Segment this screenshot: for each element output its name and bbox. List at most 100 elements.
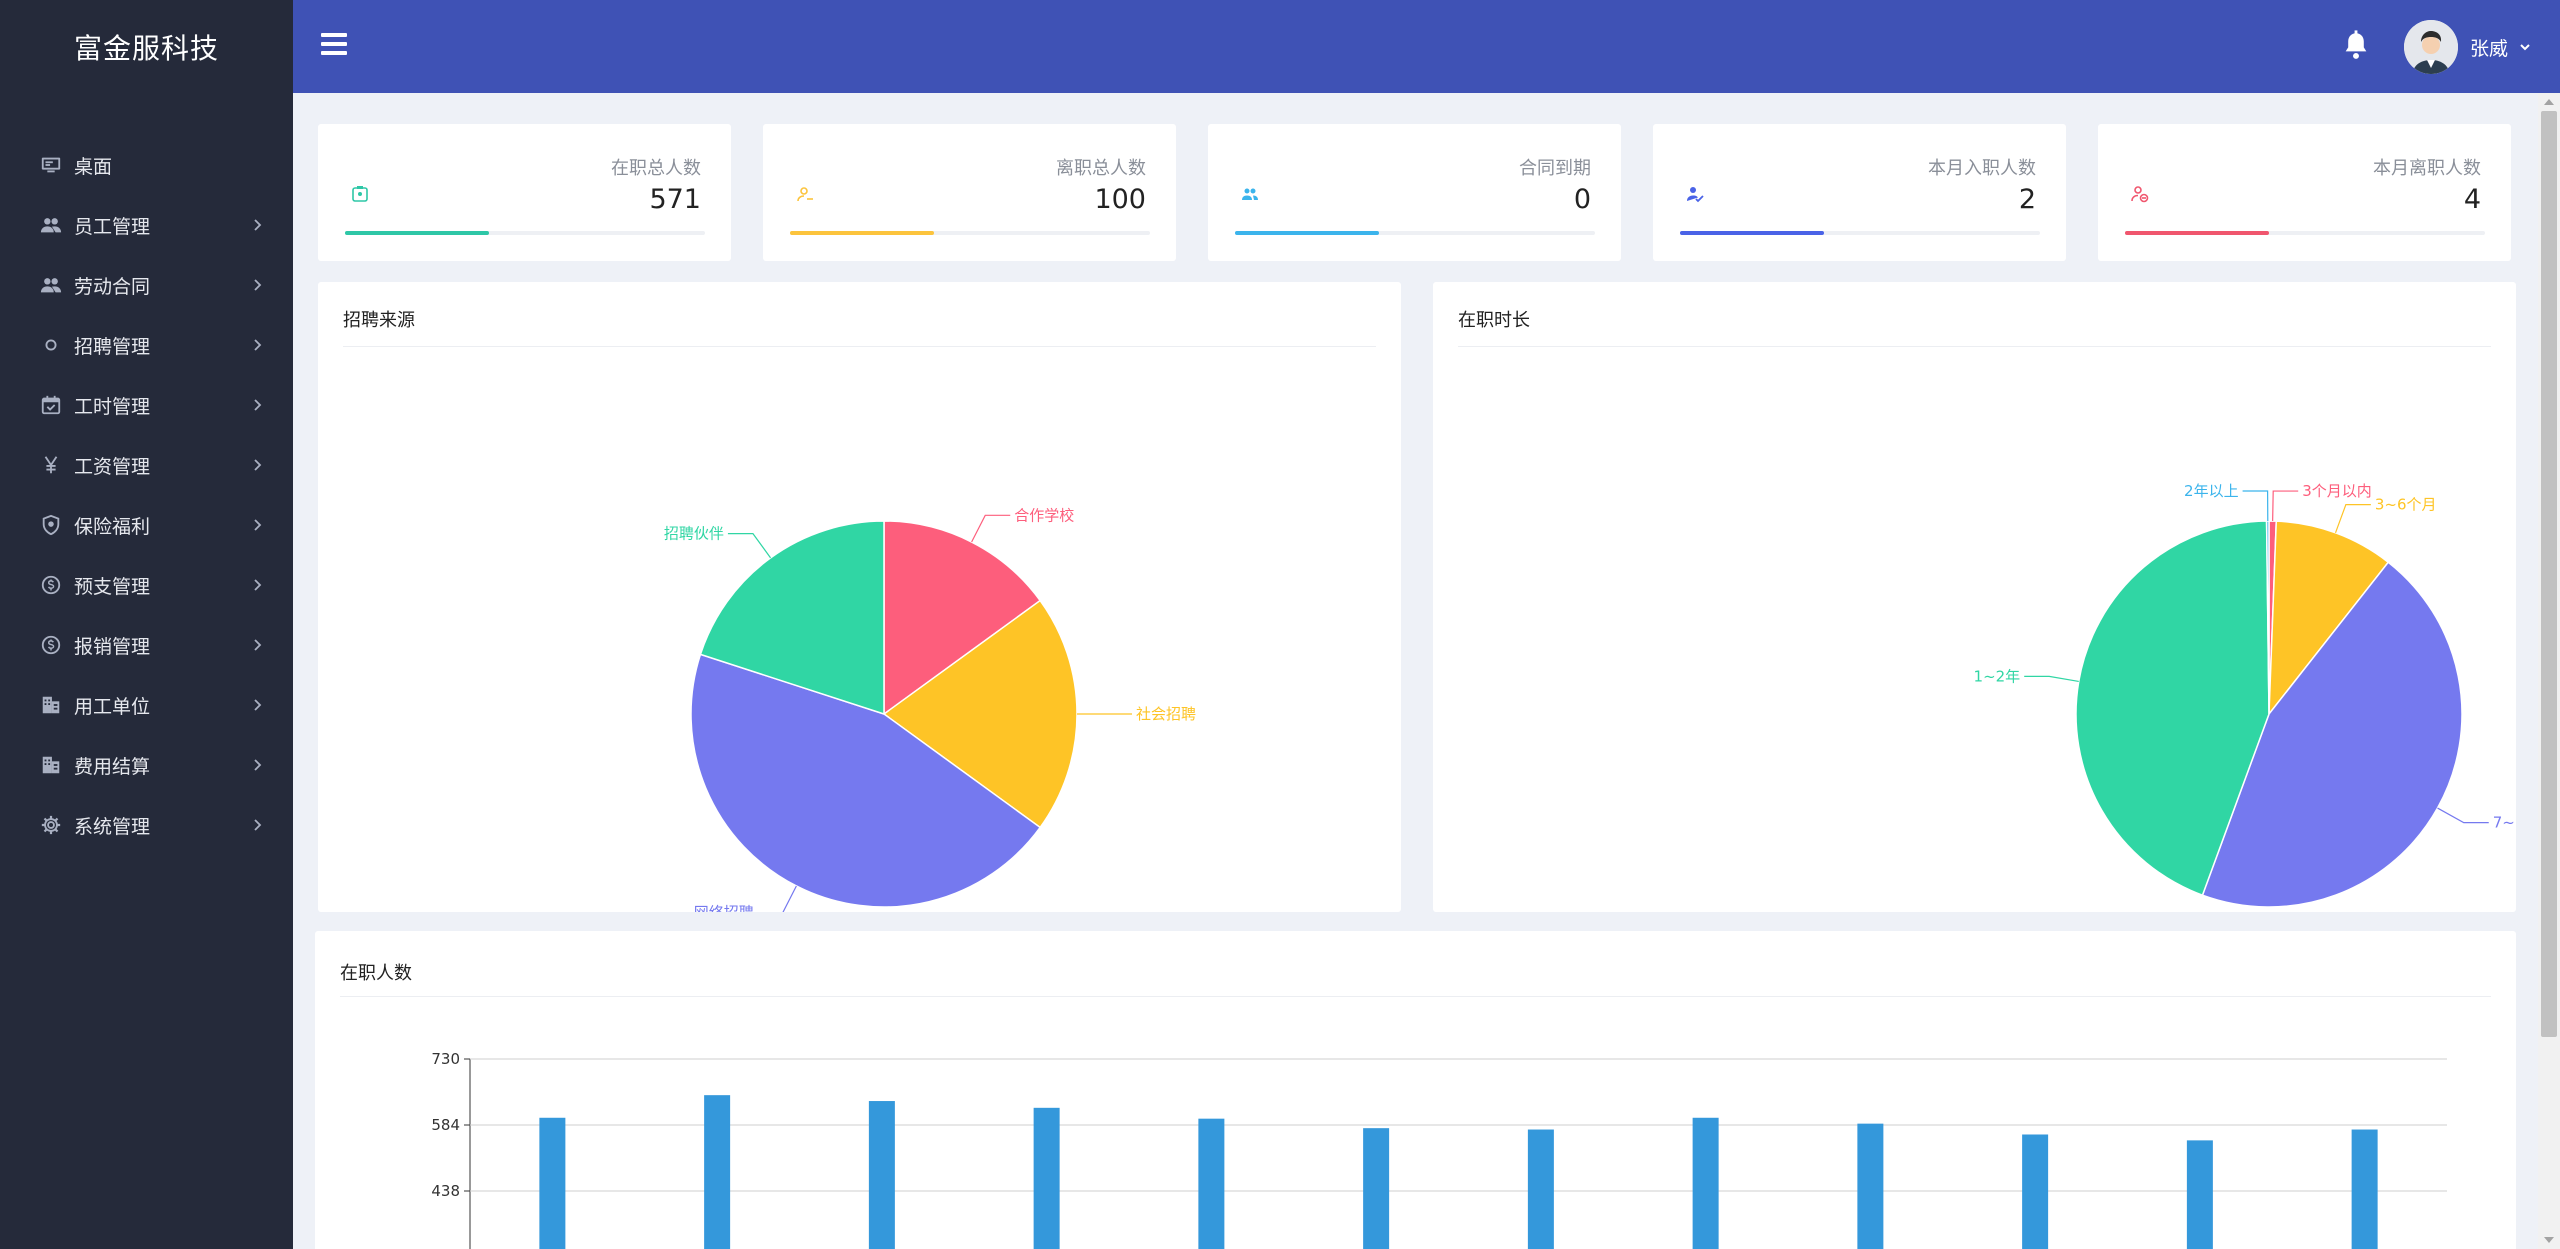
sidebar-nav: 桌面员工管理劳动合同招聘管理工时管理工资管理保险福利预支管理报销管理用工单位费用…	[0, 135, 293, 855]
scroll-down-arrow-icon[interactable]	[2544, 1237, 2554, 1243]
sidebar-item-label: 用工单位	[74, 695, 151, 718]
sidebar-item-label: 工时管理	[74, 395, 151, 418]
sidebar-item[interactable]: 费用结算	[0, 735, 293, 795]
stat-value: 571	[649, 184, 701, 215]
stat-label: 离职总人数	[1056, 158, 1146, 179]
sidebar-item[interactable]: 招聘管理	[0, 315, 293, 375]
coin-icon	[38, 632, 64, 658]
pie-label: 网络招聘	[694, 904, 754, 912]
stat-label: 本月离职人数	[2373, 158, 2481, 179]
chevron-right-icon	[254, 219, 262, 231]
notification-bell-icon[interactable]	[2339, 28, 2373, 64]
stat-progress-fill	[1235, 231, 1379, 235]
divider	[340, 996, 2491, 997]
pie-slice[interactable]	[2075, 520, 2270, 897]
y-tick-label: 730	[431, 1050, 460, 1068]
y-tick-label: 438	[431, 1182, 460, 1200]
bar[interactable]	[1198, 1118, 1225, 1249]
pie-label: 招聘伙伴	[664, 525, 724, 543]
pie-label: 7~12个月	[2493, 814, 2516, 832]
bar[interactable]	[2351, 1129, 2378, 1249]
pie-label-line	[971, 514, 1011, 543]
sidebar-item[interactable]: 桌面	[0, 135, 293, 195]
stat-value: 4	[2463, 184, 2481, 215]
menu-toggle-icon[interactable]	[321, 33, 347, 59]
sidebar-item[interactable]: 劳动合同	[0, 255, 293, 315]
chevron-right-icon	[254, 699, 262, 711]
stat-card: 在职总人数 571	[318, 124, 731, 261]
building-icon	[38, 692, 64, 718]
chevron-right-icon	[254, 399, 262, 411]
chevron-right-icon	[254, 279, 262, 291]
badge-icon	[350, 184, 370, 204]
stat-progress-fill	[345, 231, 489, 235]
sidebar-item[interactable]: 工资管理	[0, 435, 293, 495]
bar[interactable]	[704, 1095, 731, 1249]
bar[interactable]	[539, 1117, 566, 1249]
chevron-right-icon	[254, 639, 262, 651]
yen-icon	[38, 452, 64, 478]
sidebar-item[interactable]: 员工管理	[0, 195, 293, 255]
pie-slice[interactable]	[883, 520, 1042, 716]
user-out-icon	[795, 184, 815, 204]
panel-title: 在职时长	[1458, 310, 1530, 331]
user-check-icon	[1685, 184, 1705, 204]
chevron-down-icon[interactable]	[2518, 40, 2532, 54]
bar[interactable]	[1033, 1107, 1060, 1249]
vertical-scrollbar[interactable]	[2538, 93, 2560, 1249]
sidebar-item-label: 保险福利	[74, 515, 151, 538]
stat-progress-fill	[790, 231, 934, 235]
sidebar-item[interactable]: 报销管理	[0, 615, 293, 675]
y-tick-label: 584	[431, 1116, 460, 1134]
pie-slice[interactable]	[882, 599, 1078, 829]
scrollbar-thumb[interactable]	[2541, 111, 2557, 1037]
stat-label: 合同到期	[1519, 158, 1591, 179]
users-sm-icon	[1240, 184, 1260, 204]
gear-icon	[38, 812, 64, 838]
stat-progress-track	[345, 231, 705, 235]
sidebar-item[interactable]: 保险福利	[0, 495, 293, 555]
pie-label: 合作学校	[1014, 506, 1074, 524]
stat-progress-fill	[2125, 231, 2269, 235]
pie-slice[interactable]	[699, 520, 885, 716]
sidebar-item[interactable]: 预支管理	[0, 555, 293, 615]
bar[interactable]	[1363, 1128, 1390, 1249]
bar[interactable]	[1692, 1117, 1719, 1249]
sidebar-item-label: 劳动合同	[74, 275, 151, 298]
sidebar-item-label: 桌面	[74, 155, 113, 178]
bar[interactable]	[1857, 1123, 1884, 1249]
scroll-up-arrow-icon[interactable]	[2544, 99, 2554, 105]
pie-label-line	[2334, 504, 2371, 534]
bar[interactable]	[868, 1101, 895, 1249]
bar[interactable]	[1527, 1129, 1554, 1249]
user-avatar[interactable]	[2404, 20, 2458, 74]
stat-label: 本月入职人数	[1928, 158, 2036, 179]
sidebar-item[interactable]: 工时管理	[0, 375, 293, 435]
bar[interactable]	[2186, 1140, 2213, 1249]
chevron-right-icon	[254, 519, 262, 531]
sidebar-item[interactable]: 系统管理	[0, 795, 293, 855]
recruit-source-pie-chart: 合作学校社会招聘网络招聘 招聘伙伴	[664, 506, 1196, 912]
recruit-source-panel: 招聘来源 合作学校社会招聘网络招聘 招聘伙伴	[318, 282, 1401, 912]
stat-progress-track	[1680, 231, 2040, 235]
divider	[1458, 346, 2491, 347]
stat-progress-track	[1235, 231, 1595, 235]
pie-label: 1~2年	[1974, 667, 2021, 685]
username-label[interactable]: 张威	[2470, 38, 2509, 60]
sidebar-item[interactable]: 用工单位	[0, 675, 293, 735]
pie-slice[interactable]	[2268, 520, 2390, 717]
sidebar-item-label: 系统管理	[74, 815, 151, 838]
stat-value: 0	[1573, 184, 1591, 215]
pie-label-line	[2242, 490, 2269, 522]
sidebar-item-label: 费用结算	[74, 755, 151, 778]
desktop-icon	[38, 152, 64, 178]
stat-progress-fill	[1680, 231, 1824, 235]
calendar-icon	[38, 392, 64, 418]
stat-card: 合同到期 0	[1208, 124, 1621, 261]
sidebar-item-label: 报销管理	[74, 635, 151, 658]
bar[interactable]	[2022, 1134, 2049, 1249]
user-remove-icon	[2130, 184, 2150, 204]
panel-title: 在职人数	[340, 963, 412, 984]
